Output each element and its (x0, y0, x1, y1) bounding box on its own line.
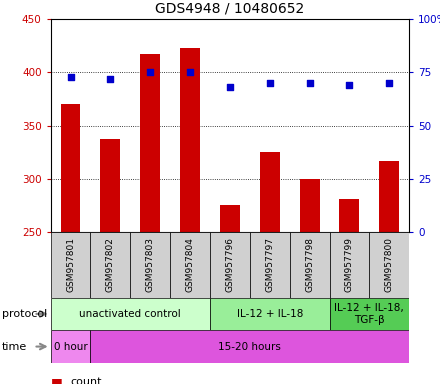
Text: GSM957801: GSM957801 (66, 237, 75, 293)
Bar (51, 232, 91, 298)
Bar (130, 232, 170, 298)
Point (346, 82, 353, 88)
Text: GSM957799: GSM957799 (345, 237, 354, 293)
Text: GSM957803: GSM957803 (146, 237, 155, 293)
Bar (330, 298, 409, 330)
Text: GSM957797: GSM957797 (265, 237, 274, 293)
Text: GSM957802: GSM957802 (106, 238, 115, 292)
Bar (250, 232, 290, 298)
Text: 0 hour: 0 hour (54, 341, 88, 352)
Point (227, 84, 234, 91)
Text: GSM957796: GSM957796 (225, 237, 235, 293)
Bar (140, 55, 160, 232)
Text: GSM957800: GSM957800 (385, 237, 394, 293)
Point (187, 70, 194, 76)
Text: IL-12 + IL-18: IL-12 + IL-18 (237, 309, 303, 319)
Title: GDS4948 / 10480652: GDS4948 / 10480652 (155, 1, 304, 15)
Bar (91, 232, 130, 298)
Bar (210, 298, 330, 330)
Bar (180, 48, 200, 232)
Text: GSM957804: GSM957804 (186, 238, 194, 292)
Text: unactivated control: unactivated control (79, 309, 181, 319)
Bar (290, 232, 330, 298)
Bar (330, 232, 369, 298)
Bar (51, 330, 91, 363)
Point (147, 70, 154, 76)
Point (386, 80, 393, 86)
Text: 15-20 hours: 15-20 hours (218, 341, 281, 352)
Bar (260, 152, 280, 232)
Point (107, 76, 114, 82)
Text: count: count (70, 377, 102, 384)
Text: protocol: protocol (2, 309, 48, 319)
Text: ■: ■ (51, 376, 62, 384)
Bar (100, 139, 120, 232)
Bar (340, 199, 359, 232)
Bar (51, 298, 210, 330)
Text: time: time (2, 341, 27, 352)
Text: IL-12 + IL-18,
TGF-β: IL-12 + IL-18, TGF-β (334, 303, 404, 325)
Bar (369, 232, 409, 298)
Bar (170, 232, 210, 298)
Bar (91, 330, 409, 363)
Bar (220, 205, 240, 232)
Text: GSM957798: GSM957798 (305, 237, 314, 293)
Bar (379, 161, 399, 232)
Bar (61, 104, 81, 232)
Point (306, 80, 313, 86)
Bar (300, 179, 319, 232)
Bar (210, 232, 250, 298)
Point (67, 74, 74, 80)
Point (266, 80, 273, 86)
